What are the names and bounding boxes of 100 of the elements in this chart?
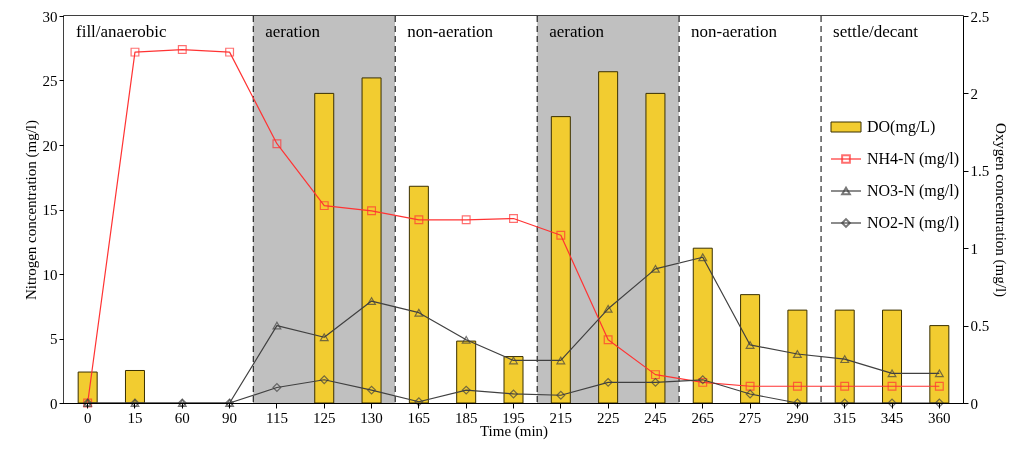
point xyxy=(319,333,329,342)
point xyxy=(509,356,518,365)
y2-tick-label: 2 xyxy=(970,85,978,102)
point xyxy=(887,381,897,391)
point xyxy=(225,47,235,57)
point xyxy=(934,369,944,378)
point xyxy=(887,369,897,378)
x-tick-label: 165 xyxy=(407,409,431,426)
point xyxy=(840,381,850,391)
y-tick-label: 0 xyxy=(50,395,58,412)
point xyxy=(272,139,282,149)
y-tick-label: 25 xyxy=(42,73,58,89)
point xyxy=(367,297,377,306)
point xyxy=(792,350,802,358)
point xyxy=(414,308,424,317)
y-tick-label: 30 xyxy=(42,8,58,25)
y2-axis-title: Oxygen concentration (mg/l) xyxy=(992,122,1010,298)
point xyxy=(272,383,282,392)
point xyxy=(698,253,708,262)
point xyxy=(840,398,850,408)
legend-label: DO(mg/L) xyxy=(867,118,936,136)
band-label: non-aeration xyxy=(691,22,778,41)
point xyxy=(840,355,850,364)
x-tick-label: 345 xyxy=(880,409,904,426)
point xyxy=(934,398,944,408)
point xyxy=(650,370,660,380)
point xyxy=(130,47,140,57)
x-tick-label: 90 xyxy=(222,409,238,426)
legend-label: NO3-N (mg/l) xyxy=(867,182,959,200)
point xyxy=(556,390,566,400)
x-tick-label: 225 xyxy=(596,409,620,426)
x-tick-label: 185 xyxy=(454,409,478,426)
point xyxy=(745,381,755,391)
legend-label: NO2-N (mg/l) xyxy=(867,214,959,232)
point xyxy=(461,215,471,225)
point xyxy=(650,264,660,273)
bar xyxy=(361,77,382,404)
band-label: fill/anaerobic xyxy=(76,22,168,41)
y2-tick-label: 0.5 xyxy=(970,318,990,335)
bar xyxy=(408,185,429,404)
point xyxy=(745,389,755,399)
point xyxy=(650,377,660,387)
point xyxy=(556,356,566,365)
x-tick-label: 0 xyxy=(83,409,92,426)
point xyxy=(367,385,377,395)
y2-tick-label: 2.5 xyxy=(970,8,990,25)
x-tick-label: 60 xyxy=(174,409,190,426)
point xyxy=(556,230,566,240)
point xyxy=(792,398,802,408)
point xyxy=(934,381,944,391)
y2-tick-label: 1 xyxy=(970,240,978,257)
point xyxy=(319,201,329,211)
x-tick-label: 315 xyxy=(833,409,856,426)
y-tick-label: 5 xyxy=(50,331,58,347)
point xyxy=(887,398,897,408)
y2-tick-label: 0 xyxy=(970,395,978,412)
point xyxy=(792,381,802,391)
point xyxy=(461,335,471,344)
point xyxy=(603,335,613,345)
legend-label: NH4-N (mg/l) xyxy=(867,150,959,168)
point xyxy=(414,397,424,407)
x-tick-label: 215 xyxy=(549,409,573,426)
point xyxy=(603,377,613,387)
bar xyxy=(645,92,666,404)
bar xyxy=(550,116,571,404)
bar xyxy=(929,325,950,404)
bar xyxy=(314,92,335,404)
band-label: aeration xyxy=(265,22,321,41)
point xyxy=(272,321,282,330)
bar xyxy=(456,340,477,404)
y2-tick-label: 1.5 xyxy=(970,163,990,180)
x-tick-label: 115 xyxy=(265,409,288,426)
x-tick-label: 125 xyxy=(312,409,336,426)
bar xyxy=(692,247,713,404)
y-tick-label: 20 xyxy=(42,137,58,154)
point xyxy=(461,385,471,395)
band-label: non-aeration xyxy=(407,22,494,41)
x-tick-label: 290 xyxy=(786,409,809,426)
bar xyxy=(598,71,619,404)
bar xyxy=(882,309,903,404)
x-tick-label: 130 xyxy=(360,409,383,426)
bar xyxy=(834,309,855,404)
x-tick-label: 15 xyxy=(127,409,143,426)
point xyxy=(414,215,424,225)
bar xyxy=(787,309,808,404)
point xyxy=(319,375,329,385)
band-label: aeration xyxy=(549,22,605,41)
point xyxy=(603,304,613,313)
bar xyxy=(740,294,761,404)
y-tick-label: 10 xyxy=(42,266,58,283)
point xyxy=(509,389,518,399)
x-tick-label: 360 xyxy=(928,409,951,426)
bar xyxy=(124,369,145,404)
point xyxy=(509,214,518,223)
x-tick-label: 245 xyxy=(644,409,667,426)
point xyxy=(745,341,755,349)
point xyxy=(177,45,187,55)
point xyxy=(367,206,377,216)
x-tick-label: 275 xyxy=(738,409,762,426)
x-tick-label: 265 xyxy=(691,409,715,426)
